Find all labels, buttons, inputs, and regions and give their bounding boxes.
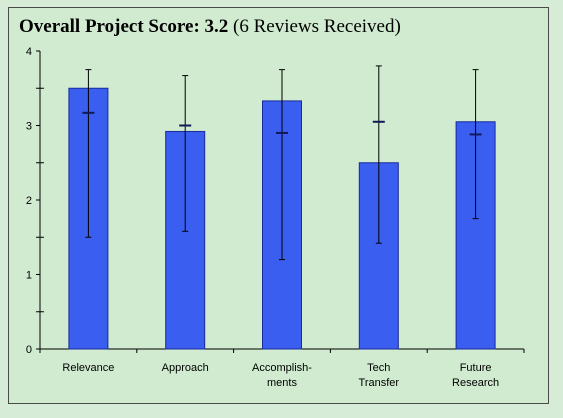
chart-title: Overall Project Score: 3.2 (6 Reviews Re… [19,16,401,38]
x-category-label: Tech [367,362,390,374]
x-category-label: Transfer [359,377,400,389]
x-category-label: ments [267,377,297,389]
x-category-label: Research [452,377,499,389]
x-category-label: Accomplish- [252,362,312,374]
chart-plot: 0 1 2 3 4 Relevance Approach Accomplish-ments Te… [26,46,525,389]
x-category-label: Future [460,362,492,374]
chart-title-bold: Overall Project Score: 3.2 [19,16,229,37]
y-tick-label: 2 [26,195,32,207]
chart-title-subtitle: (6 Reviews Received) [228,16,401,37]
x-category-label: Approach [162,362,209,374]
y-tick-label: 4 [26,46,32,58]
x-category-label: Relevance [62,362,114,374]
y-tick-label: 1 [26,270,32,282]
y-tick-label: 0 [26,344,32,356]
y-tick-label: 3 [26,121,32,133]
chart-frame: Overall Project Score: 3.2 (6 Reviews Re… [8,7,549,404]
